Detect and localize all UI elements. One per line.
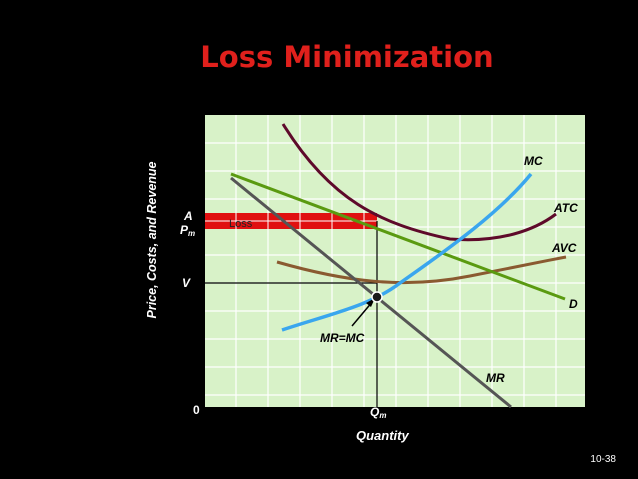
- atc-label: ATC: [553, 201, 578, 215]
- avc-label: AVC: [551, 241, 577, 255]
- mr-label: MR: [486, 371, 505, 385]
- slide-number: 10-38: [590, 454, 616, 465]
- x-axis-label: Quantity: [356, 428, 409, 443]
- slide-title: Loss Minimization: [200, 40, 494, 74]
- quantity-label-qm: Qm: [370, 405, 386, 420]
- demand-curve: [230, 172, 566, 301]
- atc-curve: [281, 123, 557, 242]
- equilibrium-label: MR=MC: [320, 331, 365, 345]
- demand-label: D: [569, 297, 578, 311]
- origin-label: 0: [193, 403, 200, 417]
- price-label-a: A: [183, 209, 193, 223]
- mr-curve: [230, 176, 512, 409]
- loss-label: Loss: [229, 218, 253, 230]
- avc-curve: [276, 255, 567, 285]
- loss-area: [205, 213, 377, 229]
- mc-label: MC: [524, 154, 543, 168]
- mc-curve: [281, 172, 533, 332]
- equilibrium-point: [371, 291, 383, 303]
- price-label-pm: Pm: [180, 223, 195, 238]
- price-label-v: V: [182, 276, 191, 290]
